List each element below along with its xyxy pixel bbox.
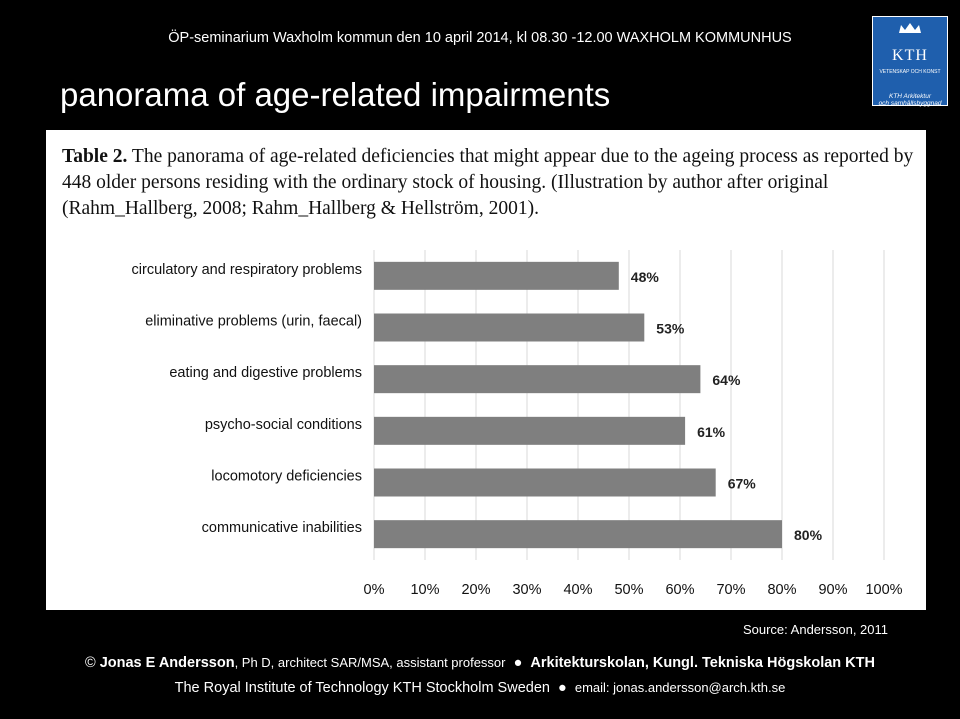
footer-institute-line: The Royal Institute of Technology KTH St… <box>0 680 960 696</box>
author-title: , Ph D, architect SAR/MSA, assistant pro… <box>234 655 506 670</box>
event-banner: ÖP-seminarium Waxholm kommun den 10 apri… <box>168 30 792 46</box>
category-label: eating and digestive problems <box>169 365 362 381</box>
bar <box>374 520 782 549</box>
author-name: Jonas E Andersson <box>99 655 235 671</box>
institute-name: The Royal Institute of Technology KTH St… <box>174 680 550 696</box>
x-tick-label: 100% <box>865 582 902 598</box>
x-tick-label: 70% <box>716 582 745 598</box>
kth-logo: KTH VETENSKAP OCH KONST <box>872 16 948 106</box>
table-caption-label: Table 2. <box>62 146 128 167</box>
table-caption: Table 2. The panorama of age-related def… <box>62 144 920 222</box>
logo-text: KTH <box>892 47 928 64</box>
value-label: 61% <box>697 424 726 440</box>
bar <box>374 313 645 342</box>
crown-icon <box>899 23 921 33</box>
bullet: ● <box>513 655 523 671</box>
school-name: Arkitekturskolan, Kungl. Tekniska Högsko… <box>530 655 875 671</box>
value-label: 48% <box>631 269 660 285</box>
email: email: jonas.andersson@arch.kth.se <box>574 680 786 695</box>
logo-subtext: VETENSKAP OCH KONST <box>879 69 941 75</box>
category-label: circulatory and respiratory problems <box>132 262 362 278</box>
x-tick-label: 80% <box>767 582 796 598</box>
category-label: eliminative problems (urin, faecal) <box>145 314 362 330</box>
x-tick-label: 0% <box>364 582 385 598</box>
bar-chart: circulatory and respiratory problems 48% e… <box>132 250 903 598</box>
x-tick-label: 30% <box>512 582 541 598</box>
bar <box>374 468 716 497</box>
value-label: 53% <box>656 321 685 337</box>
logo-caption-line2: och samhällsbyggnad <box>878 100 942 107</box>
category-label: locomotory deficiencies <box>211 469 362 485</box>
category-label: psycho-social conditions <box>205 417 362 433</box>
category-label: communicative inabilities <box>202 520 362 536</box>
bar <box>374 365 701 394</box>
x-tick-label: 40% <box>563 582 592 598</box>
table-caption-text: The panorama of age-related deficiencies… <box>62 146 914 219</box>
footer-author-line: © Jonas E Andersson, Ph D, architect SAR… <box>0 655 960 671</box>
logo-caption: KTH Arkitektur och samhällsbyggnad <box>872 93 948 107</box>
source-note: Source: Andersson, 2011 <box>742 622 888 637</box>
value-label: 64% <box>712 372 741 388</box>
bullet: ● <box>558 680 567 696</box>
value-label: 67% <box>728 476 757 492</box>
slide-title: panorama of age-related impairments <box>60 76 611 113</box>
x-tick-label: 50% <box>614 582 643 598</box>
copyright-symbol: © <box>85 655 96 671</box>
x-tick-label: 90% <box>818 582 847 598</box>
x-tick-label: 10% <box>410 582 439 598</box>
x-tick-label: 60% <box>665 582 694 598</box>
x-tick-label: 20% <box>461 582 490 598</box>
figure-panel: Table 2. The panorama of age-related def… <box>46 130 926 610</box>
bar <box>374 416 686 445</box>
bar <box>374 261 619 290</box>
value-label: 80% <box>794 527 823 543</box>
logo-caption-line1: KTH Arkitektur <box>888 93 931 100</box>
